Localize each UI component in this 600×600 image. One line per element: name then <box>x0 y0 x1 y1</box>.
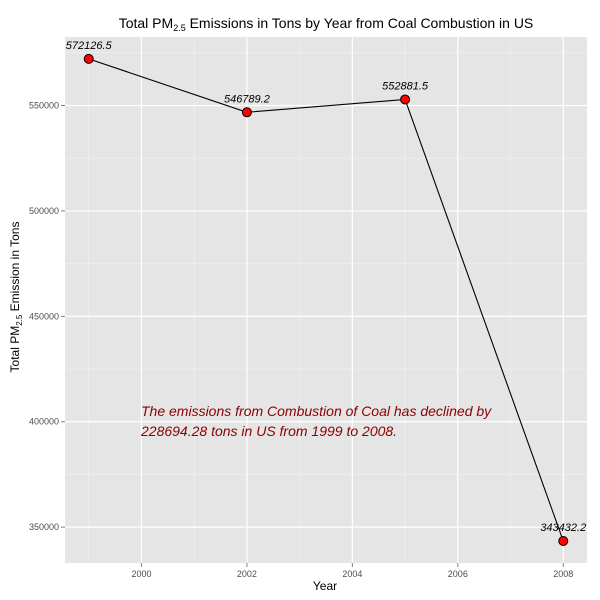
data-point <box>83 53 94 64</box>
y-axis-label: Total PM2.5 Emission in Tons <box>8 222 24 373</box>
y-tick-label: 350000 <box>29 522 59 532</box>
series-line-group <box>88 58 564 542</box>
x-tick-label: 2000 <box>131 569 151 579</box>
chart-title-subscript: 2.5 <box>173 23 186 33</box>
data-label: 552881.5 <box>382 80 429 92</box>
major-gridlines <box>65 37 587 563</box>
x-tick-label: 2006 <box>448 569 468 579</box>
y-tick-label: 400000 <box>29 417 59 427</box>
data-label: 572126.5 <box>66 40 113 52</box>
y-tick-label: 550000 <box>29 101 59 111</box>
x-tick-label: 2004 <box>342 569 362 579</box>
y-tick-label: 450000 <box>29 311 59 321</box>
annotation-line-2: 228694.28 tons in US from 1999 to 2008. <box>140 423 397 439</box>
x-tick-label: 2008 <box>553 569 573 579</box>
chart-title-prefix: Total PM <box>119 15 173 31</box>
y-axis-ticks: 350000 400000 450000 500000 550000 <box>29 101 65 532</box>
y-axis-label-prefix: Total PM <box>8 326 22 373</box>
x-axis-ticks: 2000 2002 2004 2006 2008 <box>131 563 573 579</box>
x-tick-label: 2002 <box>237 569 257 579</box>
data-point <box>241 107 252 118</box>
y-tick-label: 500000 <box>29 206 59 216</box>
data-point <box>400 94 411 105</box>
data-point <box>558 536 569 547</box>
data-labels: 572126.5 546789.2 552881.5 343432.2 <box>66 40 586 534</box>
annotation-text: The emissions from Combustion of Coal ha… <box>140 403 495 439</box>
chart-title: Total PM2.5 Emissions in Tons by Year fr… <box>119 15 534 33</box>
data-label: 343432.2 <box>540 522 586 534</box>
annotation-line-1: The emissions from Combustion of Coal ha… <box>141 403 492 419</box>
plot-panel <box>65 37 587 563</box>
minor-gridlines <box>65 37 587 563</box>
data-label: 546789.2 <box>224 93 270 105</box>
data-points <box>83 53 569 547</box>
y-axis-label-subscript: 2.5 <box>15 314 24 326</box>
chart-title-suffix: Emissions in Tons by Year from Coal Comb… <box>186 15 534 31</box>
x-axis-label: Year <box>313 579 337 593</box>
y-axis-label-suffix: Emission in Tons <box>8 222 22 315</box>
series-line <box>88 58 564 542</box>
